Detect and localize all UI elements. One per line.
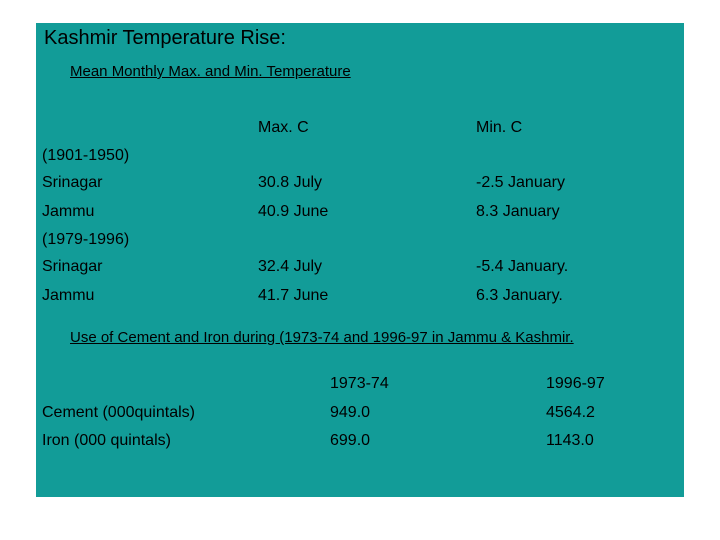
row-place: Srinagar [42,174,103,191]
row-max: 32.4 July [258,258,323,275]
header-max: Max. C [258,119,309,136]
row-place: Jammu [42,203,95,220]
row-min: 8.3 January [476,203,560,220]
usage-header-1973: 1973-74 [330,375,389,392]
usage-item: Cement (000quintals) [42,404,195,421]
usage-heading: Use of Cement and Iron during (1973-74 a… [70,329,574,346]
slide-subtitle: Mean Monthly Max. and Min. Temperature [70,63,351,80]
period-label: (1979-1996) [42,231,130,248]
usage-value-1996: 1143.0 [546,432,594,449]
usage-header-1996: 1996-97 [546,375,605,392]
row-min: -2.5 January [476,174,565,191]
period-label: (1901-1950) [42,147,130,164]
slide: Kashmir Temperature Rise: Mean Monthly M… [36,23,684,497]
row-max: 41.7 June [258,287,329,304]
usage-value-1973: 949.0 [330,404,371,421]
usage-value-1973: 699.0 [330,432,371,449]
row-min: -5.4 January. [476,258,569,275]
row-min: 6.3 January. [476,287,563,304]
header-min: Min. C [476,119,523,136]
usage-value-1996: 4564.2 [546,404,595,421]
row-place: Srinagar [42,258,103,275]
slide-title: Kashmir Temperature Rise: [44,27,286,49]
row-place: Jammu [42,287,95,304]
usage-item: Iron (000 quintals) [42,432,171,449]
row-max: 40.9 June [258,203,329,220]
row-max: 30.8 July [258,174,323,191]
